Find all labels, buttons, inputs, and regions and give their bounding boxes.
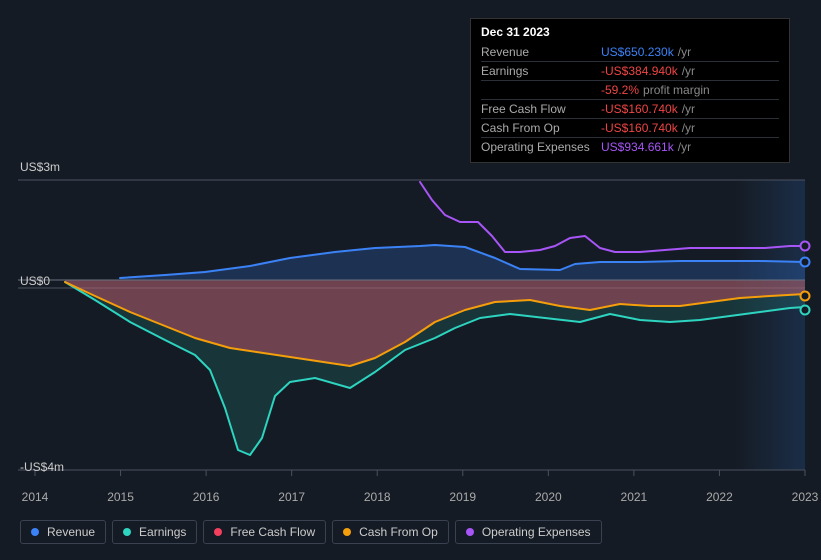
tooltip-row: Operating ExpensesUS$934.661k/yr — [481, 137, 779, 156]
legend-label: Operating Expenses — [482, 525, 591, 539]
x-axis-label: 2022 — [706, 490, 733, 504]
tooltip-metric-unit: /yr — [682, 64, 695, 78]
legend-label: Cash From Op — [359, 525, 438, 539]
x-axis-label: 2016 — [193, 490, 220, 504]
tooltip-row: Free Cash Flow-US$160.740k/yr — [481, 99, 779, 118]
tooltip-metric-value: -US$160.740k — [601, 121, 678, 135]
tooltip-metric-label: Operating Expenses — [481, 140, 601, 154]
x-axis-label: 2020 — [535, 490, 562, 504]
legend-item-revenue[interactable]: Revenue — [20, 520, 106, 544]
x-axis-label: 2017 — [278, 490, 305, 504]
tooltip-row: Earnings-US$384.940k/yr — [481, 61, 779, 80]
tooltip-date: Dec 31 2023 — [481, 25, 779, 43]
tooltip-metric-label: Free Cash Flow — [481, 102, 601, 116]
tooltip-metric-value: US$650.230k — [601, 45, 674, 59]
legend-label: Revenue — [47, 525, 95, 539]
legend-item-earnings[interactable]: Earnings — [112, 520, 197, 544]
x-axis-label: 2021 — [621, 490, 648, 504]
tooltip-metric-unit: profit margin — [643, 83, 710, 97]
y-axis-label: -US$4m — [20, 460, 64, 474]
chart-tooltip: Dec 31 2023 RevenueUS$650.230k/yrEarning… — [470, 18, 790, 163]
tooltip-metric-value: -59.2% — [601, 83, 639, 97]
tooltip-metric-value: -US$160.740k — [601, 102, 678, 116]
legend-item-free-cash-flow[interactable]: Free Cash Flow — [203, 520, 326, 544]
y-axis-label: US$0 — [20, 274, 50, 288]
tooltip-metric-label: Earnings — [481, 64, 601, 78]
legend-dot-icon — [123, 528, 131, 536]
tooltip-row: RevenueUS$650.230k/yr — [481, 43, 779, 61]
legend-dot-icon — [466, 528, 474, 536]
legend-dot-icon — [31, 528, 39, 536]
tooltip-metric-value: -US$384.940k — [601, 64, 678, 78]
tooltip-metric-label: Revenue — [481, 45, 601, 59]
legend-label: Free Cash Flow — [230, 525, 315, 539]
legend-dot-icon — [343, 528, 351, 536]
chart-legend: Revenue Earnings Free Cash Flow Cash From O… — [20, 520, 602, 544]
x-axis-label: 2023 — [792, 490, 819, 504]
y-axis-label: US$3m — [20, 160, 60, 174]
tooltip-metric-unit: /yr — [682, 121, 695, 135]
legend-item-operating-expenses[interactable]: Operating Expenses — [455, 520, 602, 544]
tooltip-metric-unit: /yr — [678, 140, 691, 154]
tooltip-metric-unit: /yr — [678, 45, 691, 59]
legend-dot-icon — [214, 528, 222, 536]
x-axis-label: 2018 — [364, 490, 391, 504]
legend-item-cash-from-op[interactable]: Cash From Op — [332, 520, 449, 544]
tooltip-row: -59.2% profit margin — [481, 80, 779, 99]
tooltip-row: Cash From Op-US$160.740k/yr — [481, 118, 779, 137]
x-axis-label: 2015 — [107, 490, 134, 504]
tooltip-metric-value: US$934.661k — [601, 140, 674, 154]
x-axis-label: 2014 — [22, 490, 49, 504]
tooltip-metric-unit: /yr — [682, 102, 695, 116]
x-axis-label: 2019 — [449, 490, 476, 504]
tooltip-metric-label: Cash From Op — [481, 121, 601, 135]
legend-label: Earnings — [139, 525, 186, 539]
